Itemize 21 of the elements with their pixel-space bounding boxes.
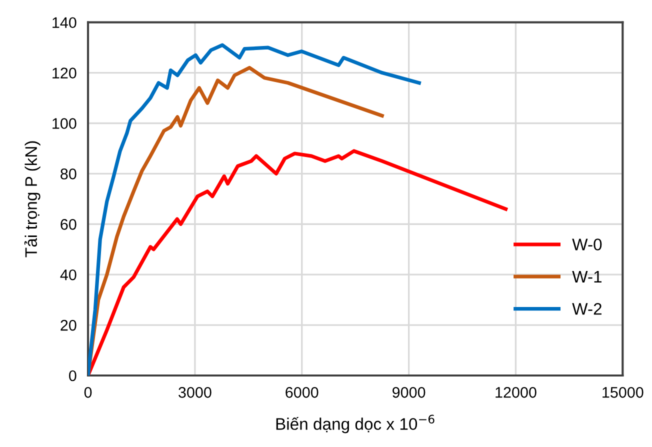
legend-label: W-1 [572,270,602,282]
y-tick-label: 40 [60,269,76,280]
legend-label: W-2 [572,303,602,315]
y-tick-label: 0 [69,370,76,382]
y-tick-label: 120 [52,68,76,78]
y-axis-title: Tải trọng P (kN) [24,141,40,258]
x-tick-label: 15000 [602,386,644,398]
x-axis-title: Biến dạng dọc x 10$^{−6}$ [276,414,434,434]
line-series [88,149,508,376]
x-tick-label: 3000 [178,386,212,398]
x-tick-label: 9000 [392,386,426,398]
y-tick-label: 100 [52,118,76,129]
y-tick-label: 60 [60,219,76,230]
y-tick-label: 20 [60,320,76,331]
legend-label: W-0 [572,238,602,250]
x-tick-label: 12000 [496,386,536,398]
y-tick-label: 140 [52,17,76,28]
y-tick-label: 80 [60,168,76,180]
x-tick-label: 0 [84,386,92,398]
x-tick-label: 6000 [286,386,318,398]
line-series [88,43,421,376]
